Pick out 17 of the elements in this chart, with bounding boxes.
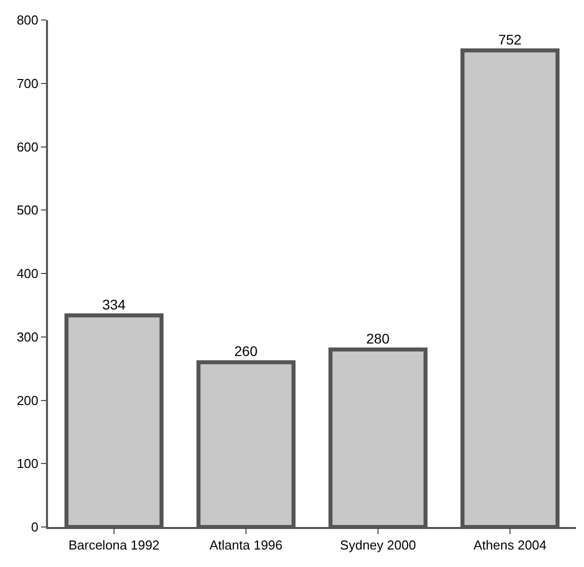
x-tick-label: Barcelona 1992 [68, 538, 160, 553]
data-label: 280 [366, 330, 390, 347]
y-tick-label: 400 [16, 266, 38, 282]
y-tick-label: 0 [31, 520, 38, 535]
data-label: 260 [234, 343, 258, 360]
x-tick-label: Atlanta 1996 [209, 538, 283, 553]
x-tick-label: Athens 2004 [473, 538, 547, 553]
y-tick-label: 200 [16, 392, 38, 408]
y-tick-label: 700 [16, 76, 38, 91]
data-label: 334 [102, 296, 126, 312]
data-label: 752 [498, 31, 522, 48]
y-tick-label: 500 [16, 202, 38, 218]
y-tick-label: 600 [16, 139, 38, 154]
y-tick-label: 300 [16, 329, 38, 344]
y-tick-label: 800 [16, 12, 38, 28]
x-tick-label: Sydney 2000 [340, 538, 416, 553]
y-tick-label: 100 [16, 456, 38, 472]
